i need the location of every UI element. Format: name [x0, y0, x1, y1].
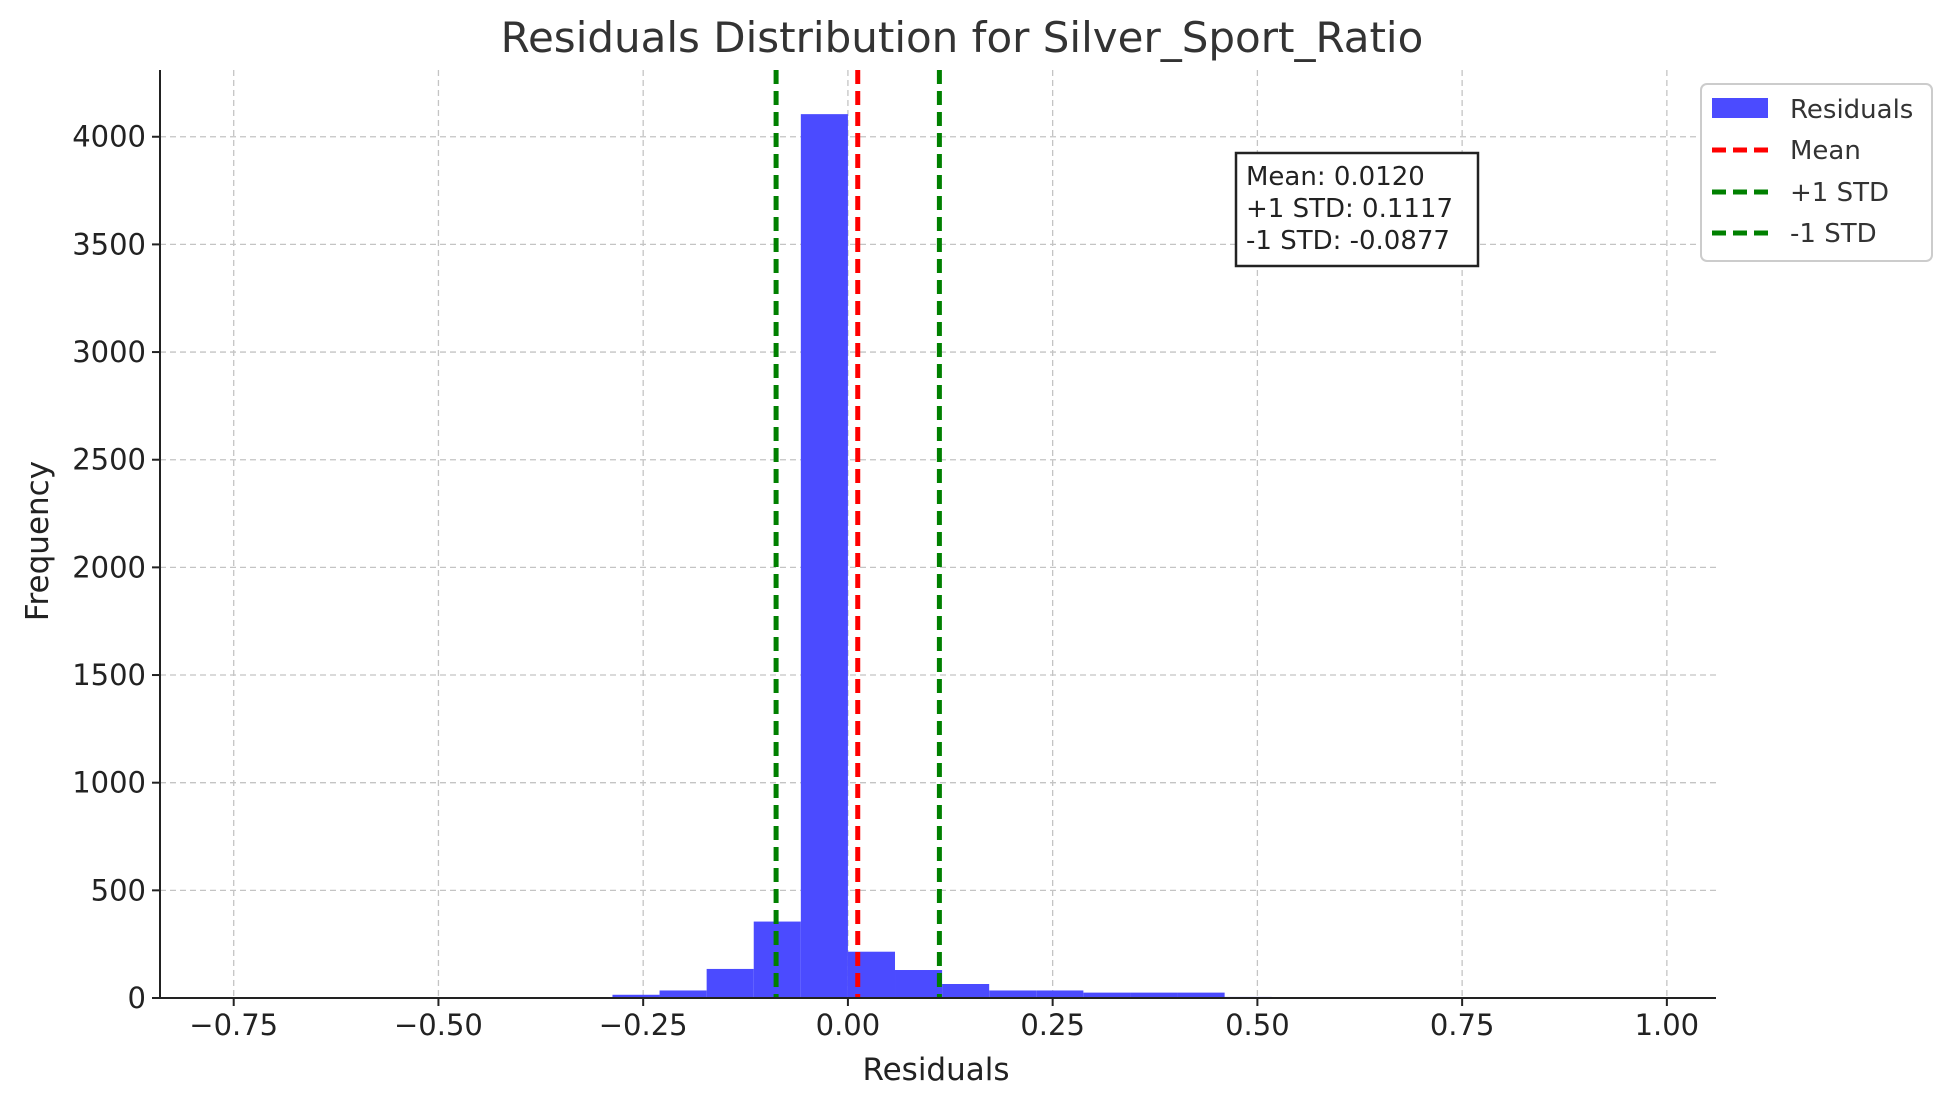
stats-annotation-box: Mean: 0.0120 +1 STD: 0.1117 -1 STD: -0.0… — [1234, 151, 1480, 268]
tick-labels: −0.75 −0.50 −0.25 0.00 0.25 0.50 0.75 1.00 0 500 1… — [72, 120, 1699, 1042]
histogram-bar — [800, 114, 848, 998]
histogram-bar — [1036, 990, 1084, 998]
stats-minus-std-text: -1 STD: -0.0877 — [1246, 226, 1450, 256]
legend-residuals-label: Residuals — [1790, 95, 1913, 125]
legend-plus-std-label: +1 STD — [1790, 178, 1889, 208]
x-tick-label: −0.50 — [394, 1008, 483, 1042]
x-tick-label: 0.00 — [816, 1008, 881, 1042]
y-tick-label: 3000 — [72, 335, 146, 369]
histogram-bar — [1177, 992, 1225, 998]
y-tick-label: 4000 — [72, 120, 146, 154]
legend-minus-std-label: -1 STD — [1790, 219, 1877, 249]
stats-mean-text: Mean: 0.0120 — [1246, 162, 1425, 192]
y-tick-label: 3500 — [72, 227, 146, 261]
y-tick-label: 2500 — [72, 443, 146, 477]
y-tick-label: 1000 — [72, 766, 146, 800]
x-axis-label: Residuals — [862, 1052, 1009, 1088]
stats-plus-std-text: +1 STD: 0.1117 — [1246, 194, 1453, 224]
legend: Residuals Mean +1 STD -1 STD — [1700, 83, 1933, 262]
y-axis-label: Frequency — [20, 461, 56, 621]
legend-mean-label: Mean — [1790, 136, 1861, 166]
reference-lines — [773, 70, 942, 998]
x-tick-label: −0.75 — [189, 1008, 278, 1042]
y-tick-label: 2000 — [72, 550, 146, 584]
histogram-bar — [1130, 992, 1178, 998]
x-tick-label: 1.00 — [1635, 1008, 1700, 1042]
histogram-bar — [659, 990, 707, 998]
chart-title: Residuals Distribution for Silver_Sport_… — [501, 13, 1424, 62]
y-tick-label: 500 — [91, 873, 146, 907]
histogram-bar — [895, 970, 943, 998]
legend-frame — [1700, 83, 1933, 262]
histogram-bar — [706, 968, 754, 998]
y-tick-label: 1500 — [72, 658, 146, 692]
histogram-bar — [1083, 992, 1131, 998]
legend-residuals-swatch — [1712, 98, 1768, 118]
histogram-bar — [989, 990, 1037, 998]
y-tick-label: 0 — [128, 981, 146, 1015]
histogram-bar — [847, 951, 896, 998]
stats-annotation-frame — [1234, 151, 1480, 268]
histogram-bar — [612, 994, 660, 998]
histogram-bars — [612, 114, 1272, 998]
axes — [152, 70, 1716, 1006]
x-tick-label: 0.75 — [1430, 1008, 1495, 1042]
x-tick-label: 0.50 — [1225, 1008, 1290, 1042]
x-tick-label: −0.25 — [599, 1008, 688, 1042]
histogram-bar — [942, 984, 990, 998]
x-tick-label: 0.25 — [1020, 1008, 1085, 1042]
